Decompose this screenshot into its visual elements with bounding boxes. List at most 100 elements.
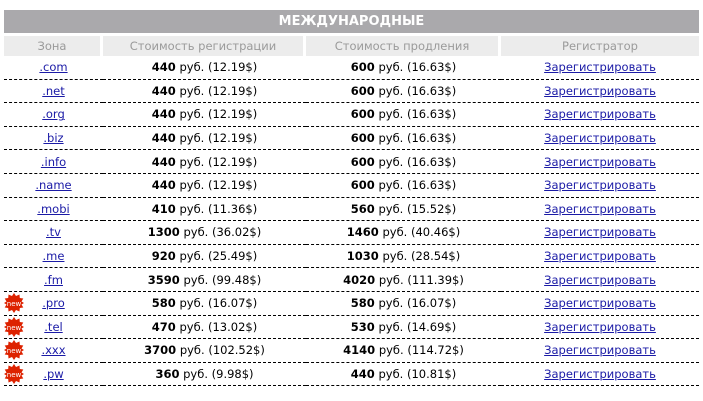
register-link[interactable]: Зарегистрировать bbox=[544, 83, 656, 98]
price-usd: (16.63$) bbox=[406, 154, 457, 169]
price-rub: 1460 bbox=[346, 225, 379, 240]
currency: руб. bbox=[378, 107, 404, 122]
new-badge-text: new bbox=[7, 347, 22, 355]
zone-cell: .tv bbox=[4, 221, 103, 245]
price-usd: (111.39$) bbox=[407, 272, 464, 287]
register-link[interactable]: Зарегистрировать bbox=[544, 60, 656, 75]
currency: руб. bbox=[378, 296, 404, 311]
currency: руб. bbox=[179, 201, 205, 216]
price-rub: 3700 bbox=[144, 343, 177, 358]
zone-link[interactable]: .name bbox=[35, 178, 72, 193]
zone-link[interactable]: .tel bbox=[44, 319, 63, 334]
register-link[interactable]: Зарегистрировать bbox=[544, 154, 656, 169]
price-rub: 4140 bbox=[343, 343, 376, 358]
registration-price: 3590 руб. (99.48$) bbox=[103, 268, 306, 292]
currency: руб. bbox=[378, 201, 404, 216]
zone-link[interactable]: .tv bbox=[46, 225, 61, 240]
new-badge-text: new bbox=[7, 300, 22, 308]
zone-link[interactable]: .pw bbox=[43, 367, 64, 382]
zone-cell: .info bbox=[4, 150, 103, 174]
register-link[interactable]: Зарегистрировать bbox=[544, 131, 656, 146]
zone-link[interactable]: .pro bbox=[42, 296, 65, 311]
zone-link[interactable]: .info bbox=[40, 154, 67, 169]
header-renewal-price: Стоимость продления bbox=[306, 36, 501, 56]
zone-cell: new .xxx bbox=[4, 339, 103, 363]
table-row: .org 440 руб. (12.19$) 600 руб. (16.63$) За… bbox=[4, 103, 699, 127]
table-row: .info 440 руб. (12.19$) 600 руб. (16.63$) З… bbox=[4, 150, 699, 174]
currency: руб. bbox=[179, 319, 205, 334]
currency: руб. bbox=[378, 319, 404, 334]
new-badge-text: new bbox=[7, 371, 22, 379]
zone-link[interactable]: .fm bbox=[44, 272, 63, 287]
price-usd: (13.02$) bbox=[207, 319, 258, 334]
currency: руб. bbox=[179, 343, 205, 358]
price-usd: (16.63$) bbox=[406, 107, 457, 122]
registration-price: 3700 руб. (102.52$) bbox=[103, 339, 306, 363]
zone-link[interactable]: .xxx bbox=[41, 343, 66, 358]
currency: руб. bbox=[382, 249, 408, 264]
zone-link[interactable]: .com bbox=[39, 60, 68, 75]
registration-price: 470 руб. (13.02$) bbox=[103, 316, 306, 340]
zone-link[interactable]: .me bbox=[42, 249, 65, 264]
register-link[interactable]: Зарегистрировать bbox=[544, 201, 656, 216]
renewal-price: 4020 руб. (111.39$) bbox=[306, 268, 501, 292]
register-link[interactable]: Зарегистрировать bbox=[544, 319, 656, 334]
zone-link[interactable]: .biz bbox=[43, 131, 64, 146]
currency: руб. bbox=[179, 296, 205, 311]
register-link[interactable]: Зарегистрировать bbox=[544, 107, 656, 122]
registration-price: 440 руб. (12.19$) bbox=[103, 174, 306, 198]
registrar-cell: Зарегистрировать bbox=[501, 292, 699, 316]
price-usd: (40.46$) bbox=[410, 225, 461, 240]
price-usd: (16.63$) bbox=[406, 83, 457, 98]
price-usd: (12.19$) bbox=[207, 154, 258, 169]
currency: руб. bbox=[179, 154, 205, 169]
new-badge-icon: new bbox=[4, 316, 24, 337]
price-usd: (25.49$) bbox=[207, 249, 258, 264]
price-rub: 440 bbox=[151, 83, 176, 98]
price-rub: 4020 bbox=[343, 272, 376, 287]
register-link[interactable]: Зарегистрировать bbox=[544, 367, 656, 382]
zone-link[interactable]: .org bbox=[42, 107, 65, 122]
price-usd: (9.98$) bbox=[211, 367, 254, 382]
currency: руб. bbox=[179, 83, 205, 98]
price-usd: (16.63$) bbox=[406, 131, 457, 146]
price-usd: (12.19$) bbox=[207, 60, 258, 75]
zone-link[interactable]: .net bbox=[42, 83, 65, 98]
renewal-price: 600 руб. (16.63$) bbox=[306, 103, 501, 127]
price-rub: 360 bbox=[155, 367, 180, 382]
header-registrar: Регистратор bbox=[501, 36, 699, 56]
registrar-cell: Зарегистрировать bbox=[501, 363, 699, 387]
price-usd: (16.63$) bbox=[406, 60, 457, 75]
register-link[interactable]: Зарегистрировать bbox=[544, 178, 656, 193]
currency: руб. bbox=[179, 107, 205, 122]
register-link[interactable]: Зарегистрировать bbox=[544, 296, 656, 311]
table-row: .net 440 руб. (12.19$) 600 руб. (16.63$) За… bbox=[4, 80, 699, 104]
price-rub: 560 bbox=[350, 201, 375, 216]
register-link[interactable]: Зарегистрировать bbox=[544, 272, 656, 287]
price-rub: 440 bbox=[151, 154, 176, 169]
renewal-price: 440 руб. (10.81$) bbox=[306, 363, 501, 387]
table-row: new .xxx 3700 руб. (102.52$) 4140 руб. (114… bbox=[4, 339, 699, 363]
registration-price: 360 руб. (9.98$) bbox=[103, 363, 306, 387]
registration-price: 440 руб. (12.19$) bbox=[103, 56, 306, 80]
price-table: Зона Стоимость регистрации Стоимость про… bbox=[4, 36, 699, 387]
registrar-cell: Зарегистрировать bbox=[501, 316, 699, 340]
registrar-cell: Зарегистрировать bbox=[501, 150, 699, 174]
table-row: .fm 3590 руб. (99.48$) 4020 руб. (111.39$)… bbox=[4, 268, 699, 292]
price-rub: 410 bbox=[151, 201, 176, 216]
registrar-cell: Зарегистрировать bbox=[501, 174, 699, 198]
currency: руб. bbox=[179, 60, 205, 75]
header-zone: Зона bbox=[4, 36, 103, 56]
register-link[interactable]: Зарегистрировать bbox=[544, 225, 656, 240]
register-link[interactable]: Зарегистрировать bbox=[544, 343, 656, 358]
registration-price: 440 руб. (12.19$) bbox=[103, 127, 306, 151]
price-usd: (15.52$) bbox=[406, 201, 457, 216]
register-link[interactable]: Зарегистрировать bbox=[544, 249, 656, 264]
currency: руб. bbox=[378, 343, 404, 358]
price-rub: 1030 bbox=[346, 249, 379, 264]
registrar-cell: Зарегистрировать bbox=[501, 339, 699, 363]
currency: руб. bbox=[378, 83, 404, 98]
zone-link[interactable]: .mobi bbox=[37, 201, 70, 216]
currency: руб. bbox=[378, 367, 404, 382]
currency: руб. bbox=[378, 272, 404, 287]
